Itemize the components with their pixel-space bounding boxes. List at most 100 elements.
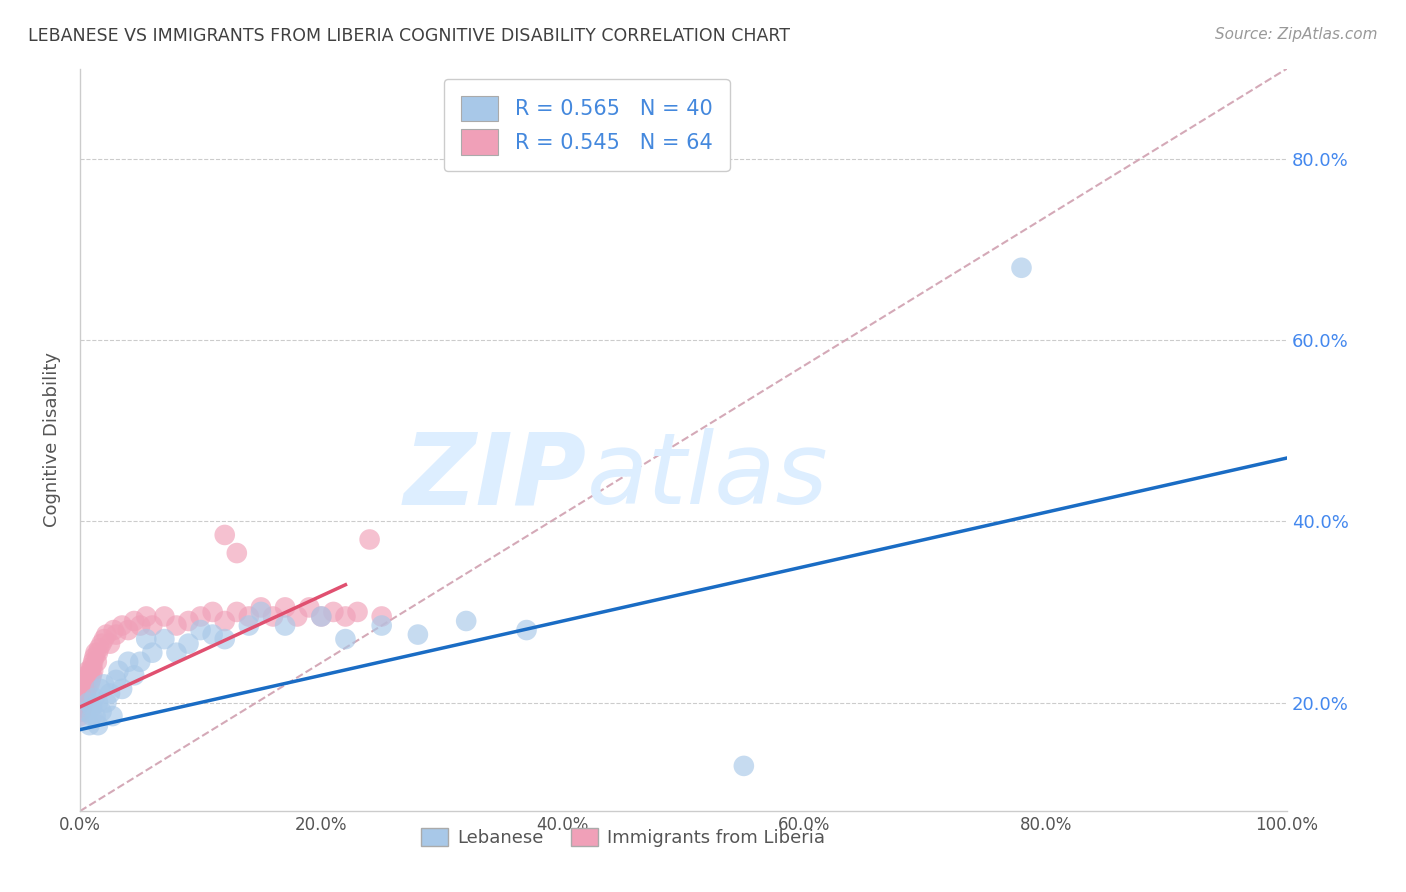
Point	[79, 718, 101, 732]
Point	[1011, 260, 1033, 275]
Point	[79, 668, 101, 682]
Point	[214, 614, 236, 628]
Point	[406, 627, 429, 641]
Point	[359, 533, 381, 547]
Point	[135, 609, 157, 624]
Point	[111, 618, 134, 632]
Point	[69, 709, 91, 723]
Text: ZIP: ZIP	[404, 428, 586, 525]
Point	[75, 705, 97, 719]
Point	[311, 609, 333, 624]
Point	[190, 623, 212, 637]
Point	[129, 655, 152, 669]
Point	[69, 700, 91, 714]
Point	[73, 681, 96, 696]
Point	[83, 650, 105, 665]
Text: atlas: atlas	[586, 428, 828, 525]
Point	[86, 655, 108, 669]
Point	[285, 609, 308, 624]
Point	[103, 623, 125, 637]
Point	[75, 673, 97, 687]
Point	[153, 632, 176, 646]
Point	[80, 668, 103, 682]
Point	[370, 609, 392, 624]
Point	[298, 600, 321, 615]
Text: LEBANESE VS IMMIGRANTS FROM LIBERIA COGNITIVE DISABILITY CORRELATION CHART: LEBANESE VS IMMIGRANTS FROM LIBERIA COGN…	[28, 27, 790, 45]
Point	[201, 605, 224, 619]
Point	[75, 677, 97, 691]
Point	[122, 614, 145, 628]
Point	[80, 659, 103, 673]
Point	[98, 686, 121, 700]
Point	[311, 609, 333, 624]
Point	[250, 605, 273, 619]
Point	[250, 600, 273, 615]
Point	[107, 664, 129, 678]
Point	[135, 632, 157, 646]
Point	[238, 618, 260, 632]
Point	[90, 705, 112, 719]
Point	[165, 618, 187, 632]
Point	[80, 664, 103, 678]
Point	[72, 681, 94, 696]
Point	[80, 709, 103, 723]
Point	[117, 623, 139, 637]
Point	[76, 668, 98, 682]
Point	[117, 655, 139, 669]
Point	[105, 673, 128, 687]
Point	[77, 664, 100, 678]
Point	[96, 696, 118, 710]
Point	[346, 605, 368, 619]
Point	[122, 668, 145, 682]
Point	[76, 681, 98, 696]
Point	[77, 673, 100, 687]
Point	[72, 690, 94, 705]
Point	[84, 646, 107, 660]
Point	[82, 655, 104, 669]
Point	[101, 709, 124, 723]
Point	[214, 528, 236, 542]
Point	[141, 618, 163, 632]
Point	[87, 696, 110, 710]
Point	[177, 614, 200, 628]
Point	[75, 686, 97, 700]
Text: Source: ZipAtlas.com: Source: ZipAtlas.com	[1215, 27, 1378, 42]
Point	[129, 618, 152, 632]
Point	[70, 705, 93, 719]
Point	[456, 614, 478, 628]
Point	[72, 700, 94, 714]
Point	[89, 641, 111, 656]
Point	[262, 609, 284, 624]
Point	[80, 700, 103, 714]
Point	[153, 609, 176, 624]
Point	[733, 759, 755, 773]
Point	[238, 609, 260, 624]
Point	[190, 609, 212, 624]
Y-axis label: Cognitive Disability: Cognitive Disability	[44, 352, 60, 527]
Legend: Lebanese, Immigrants from Liberia: Lebanese, Immigrants from Liberia	[413, 821, 832, 855]
Point	[84, 709, 107, 723]
Point	[274, 618, 297, 632]
Point	[72, 696, 94, 710]
Point	[96, 627, 118, 641]
Point	[111, 681, 134, 696]
Point	[80, 673, 103, 687]
Point	[93, 632, 115, 646]
Point	[165, 646, 187, 660]
Point	[105, 627, 128, 641]
Point	[77, 696, 100, 710]
Point	[72, 686, 94, 700]
Point	[225, 605, 247, 619]
Point	[93, 677, 115, 691]
Point	[322, 605, 344, 619]
Point	[335, 609, 357, 624]
Point	[515, 623, 537, 637]
Point	[79, 677, 101, 691]
Point	[370, 618, 392, 632]
Point	[177, 637, 200, 651]
Point	[89, 681, 111, 696]
Point	[214, 632, 236, 646]
Point	[70, 696, 93, 710]
Point	[98, 637, 121, 651]
Point	[141, 646, 163, 660]
